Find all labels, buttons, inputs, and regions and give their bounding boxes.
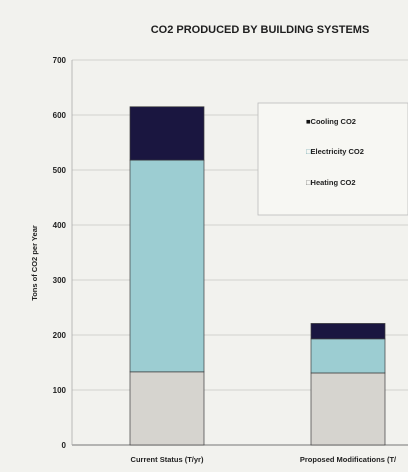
category-labels: Current Status (T/yr) Proposed Modificati… xyxy=(131,455,398,464)
legend-box xyxy=(257,102,408,216)
legend: ■Cooling CO2□Electricity CO2□Heating CO2 xyxy=(257,102,408,216)
bar-segment xyxy=(310,338,386,374)
y-tick-labels: 0 100 200 300 400 500 600 700 xyxy=(53,56,67,450)
legend-marker: □ xyxy=(306,178,311,187)
legend-label: Heating CO2 xyxy=(311,178,356,187)
category-label: Proposed Modifications (T/ xyxy=(300,455,397,464)
legend-entry: □Electricity CO2 xyxy=(306,147,364,156)
bar-segment xyxy=(129,371,205,446)
y-tick-label: 600 xyxy=(53,111,67,120)
gridlines xyxy=(72,59,408,391)
legend-entry: □Heating CO2 xyxy=(306,178,356,187)
legend-marker: □ xyxy=(306,147,311,156)
y-tick-label: 300 xyxy=(53,276,67,285)
legend-marker: ■ xyxy=(306,117,311,126)
bar-segment xyxy=(310,323,386,340)
y-tick-label: 0 xyxy=(62,441,67,450)
y-tick-label: 100 xyxy=(53,386,67,395)
bars xyxy=(129,106,386,446)
bar-segment xyxy=(310,372,386,446)
y-tick-label: 500 xyxy=(53,166,67,175)
y-tick-label: 700 xyxy=(53,56,67,65)
legend-label: Cooling CO2 xyxy=(311,117,356,126)
legend-label: Electricity CO2 xyxy=(311,147,364,156)
y-tick-label: 200 xyxy=(53,331,67,340)
chart-title: CO2 PRODUCED BY BUILDING SYSTEMS xyxy=(151,24,370,36)
bar-segment xyxy=(129,106,205,161)
y-tick-label: 400 xyxy=(53,221,67,230)
legend-entry: ■Cooling CO2 xyxy=(306,117,356,126)
y-axis-label: Tons of CO2 per Year xyxy=(30,225,39,301)
bar-segment xyxy=(129,159,205,373)
category-label: Current Status (T/yr) xyxy=(131,455,204,464)
